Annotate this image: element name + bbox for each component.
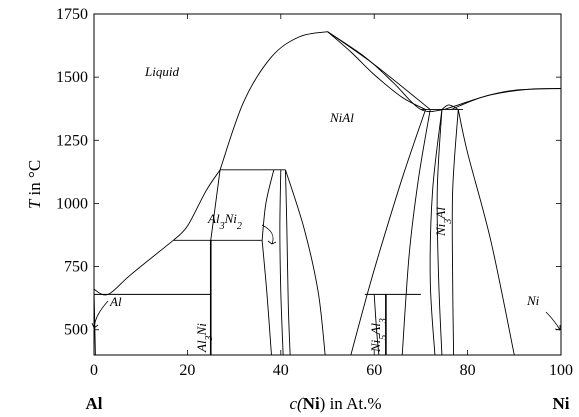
arrow-al3ni2-phase <box>261 224 277 245</box>
phase-label-nial: NiAl <box>329 110 354 125</box>
x-tick-label-20: 20 <box>179 362 195 379</box>
y-tick-label-1750: 1750 <box>56 6 88 23</box>
x-tick-label-60: 60 <box>366 362 382 379</box>
ni3al-part-ni: Ni <box>433 223 448 237</box>
x-tick-label-80: 80 <box>460 362 476 379</box>
phase-label-liquid: Liquid <box>144 64 179 79</box>
al3ni-part-3: 3 <box>204 335 215 341</box>
phase-boundary-nial-right-solvus-a <box>350 109 426 356</box>
al3ni2-part-3: 3 <box>219 221 225 232</box>
endpoint-label-al: Al <box>86 394 103 413</box>
phase-boundary-ni3al-right-a <box>451 109 459 356</box>
phase-boundary-ni5al3-left <box>373 294 380 356</box>
phase-boundary-nial-left-solvus-c <box>285 169 326 356</box>
endpoint-label-ni: Ni <box>553 394 570 413</box>
phase-boundary-nial-liquidus-right <box>327 31 445 112</box>
phase-label-ni3al: Ni3Al <box>433 207 454 237</box>
ni3al-part-al: Al <box>433 207 448 220</box>
phase-boundary-ni-solidus <box>451 88 562 110</box>
y-tick-label-750: 750 <box>64 259 88 276</box>
ni3al-part-3: 3 <box>443 219 454 225</box>
axis-ticks: 0 20 40 60 80 100 500 750 1000 1250 1500 1750 <box>56 6 573 379</box>
x-tick-label-100: 100 <box>549 362 573 379</box>
x-tick-label-0: 0 <box>90 362 98 379</box>
phase-boundary-nial-solidus-b <box>327 31 431 110</box>
plot-frame <box>93 13 562 356</box>
al3ni2-part-al: Al <box>207 211 220 226</box>
phase-boundary-ni3al-right-b <box>457 109 515 356</box>
phase-boundary-nial-left-solvus-b <box>285 169 291 356</box>
phase-label-al3ni2: Al3Ni2 <box>207 211 242 232</box>
al3ni-part-ni: Ni <box>194 323 209 337</box>
phase-boundary-al3ni2-liquidus <box>173 169 221 241</box>
phase-boundary-al3ni2-right-b <box>261 169 275 241</box>
y-axis-label-symbol: T <box>25 198 44 209</box>
phase-boundary-al3ni2-right-a <box>261 240 272 356</box>
phase-boundary-al-liquidus <box>93 239 174 296</box>
arrow-ni-phase <box>545 311 561 331</box>
x-axis-label: c(Ni) in At.% <box>289 394 381 413</box>
arrow-al-phase <box>91 300 109 329</box>
phase-boundary-nial-solidus-a <box>327 31 426 110</box>
ni5al3-part-ni: Ni <box>368 339 383 353</box>
x-axis-label-element: Ni <box>303 394 320 413</box>
phase-boundaries <box>93 31 562 356</box>
ni5al3-part-al: Al <box>368 323 383 336</box>
al3ni2-part-2: 2 <box>237 221 242 232</box>
x-axis-label-prefix: c( <box>289 394 304 413</box>
ni5al3-part-5: 5 <box>378 335 389 340</box>
phase-boundary-ni3al-left-b <box>436 109 443 356</box>
phase-label-ni: Ni <box>526 293 540 308</box>
phase-label-ni5al3: Ni5Al3 <box>368 318 389 353</box>
phase-boundary-al3ni2-left <box>210 169 221 241</box>
ni5al3-part-3: 3 <box>378 318 389 324</box>
al3ni2-part-ni: Ni <box>224 211 238 226</box>
al3ni-part-al: Al <box>194 340 209 353</box>
phase-label-al: Al <box>109 294 122 309</box>
y-axis-label-unit: in °C <box>25 160 44 200</box>
phase-boundary-nial-liquidus-left <box>219 31 328 170</box>
phase-boundary-ni3al-left-a <box>429 109 443 356</box>
y-axis-label: T in °C <box>25 160 44 209</box>
phase-boundary-ni3al-left-top <box>441 104 459 110</box>
x-axis-label-suffix: ) in At.% <box>320 394 382 413</box>
y-tick-label-1500: 1500 <box>56 69 88 86</box>
phase-boundary-nial-right-solvus-b <box>401 109 431 356</box>
y-tick-label-1250: 1250 <box>56 132 88 149</box>
x-tick-label-40: 40 <box>273 362 289 379</box>
phase-label-al3ni: Al3Ni <box>194 323 215 353</box>
phase-boundary-nial-left-solvus-a <box>279 169 284 356</box>
y-tick-label-500: 500 <box>64 322 88 339</box>
y-tick-label-1000: 1000 <box>56 195 88 212</box>
